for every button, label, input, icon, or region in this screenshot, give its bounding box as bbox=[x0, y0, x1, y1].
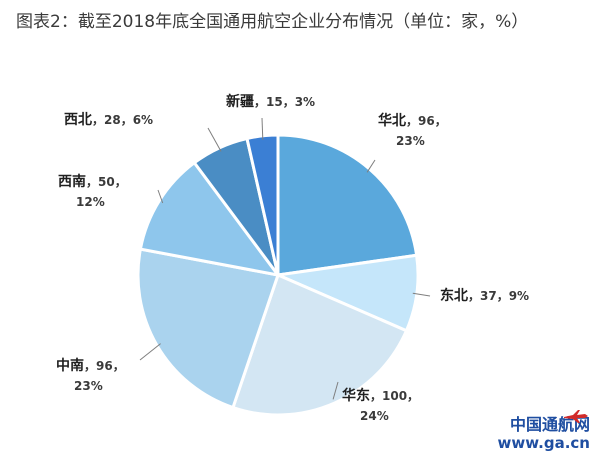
pie-slice-3 bbox=[136, 247, 280, 410]
slice-label-3: 中南，96， 23% bbox=[56, 357, 125, 393]
slice-value-2: ，100， bbox=[370, 389, 419, 403]
airplane-icon bbox=[564, 410, 588, 423]
slice-label-4: 西南，50， 12% bbox=[58, 173, 127, 209]
slice-label-5: 西北，28，6% bbox=[64, 112, 153, 128]
source-name: 中国通航网 bbox=[509, 415, 590, 434]
slice-name-0: 华北 bbox=[378, 112, 406, 129]
slice-percent-3: 23% bbox=[74, 379, 103, 393]
leader-line-4 bbox=[157, 189, 164, 204]
slice-value-3: ，96， bbox=[84, 359, 125, 373]
slice-label-6: 新疆，15，3% bbox=[226, 93, 315, 110]
slice-name-5: 西北 bbox=[64, 112, 92, 128]
leader-line-0 bbox=[366, 159, 376, 173]
pie-slice-4 bbox=[138, 160, 282, 278]
slice-value-1: ，37，9% bbox=[468, 289, 529, 303]
pie-slice-0 bbox=[276, 133, 419, 277]
slice-percent-2: 24% bbox=[360, 409, 389, 423]
leader-line-3 bbox=[139, 343, 161, 361]
leader-line-1 bbox=[412, 292, 431, 297]
slice-value-4: ，50， bbox=[86, 175, 127, 189]
leader-line-5 bbox=[207, 127, 222, 152]
slice-percent-0: 23% bbox=[396, 134, 425, 148]
slice-value-0: ，96， bbox=[406, 114, 447, 128]
pie-slice-2 bbox=[231, 272, 409, 417]
slice-value-6: ，15，3% bbox=[254, 95, 315, 109]
leader-line-2 bbox=[332, 381, 339, 400]
source-watermark: 中国通航网 www.ga.cn bbox=[497, 410, 590, 452]
slice-name-2: 华东 bbox=[342, 387, 370, 404]
chart-title: 图表2：截至2018年底全国通用航空企业分布情况（单位：家，%） bbox=[16, 12, 529, 32]
slice-percent-4: 12% bbox=[76, 195, 105, 209]
slice-label-1: 东北，37，9% bbox=[440, 287, 529, 304]
slice-label-2: 华东，100， 24% bbox=[342, 387, 419, 423]
slice-value-5: ，28，6% bbox=[92, 113, 153, 127]
slice-name-3: 中南 bbox=[56, 357, 84, 374]
slice-name-6: 新疆 bbox=[226, 93, 254, 110]
slice-label-0: 华北，96， 23% bbox=[378, 112, 447, 148]
source-url: www.ga.cn bbox=[497, 434, 590, 452]
slice-name-1: 东北 bbox=[440, 287, 468, 304]
slice-name-4: 西南 bbox=[58, 173, 86, 190]
leader-line-6 bbox=[261, 117, 264, 140]
